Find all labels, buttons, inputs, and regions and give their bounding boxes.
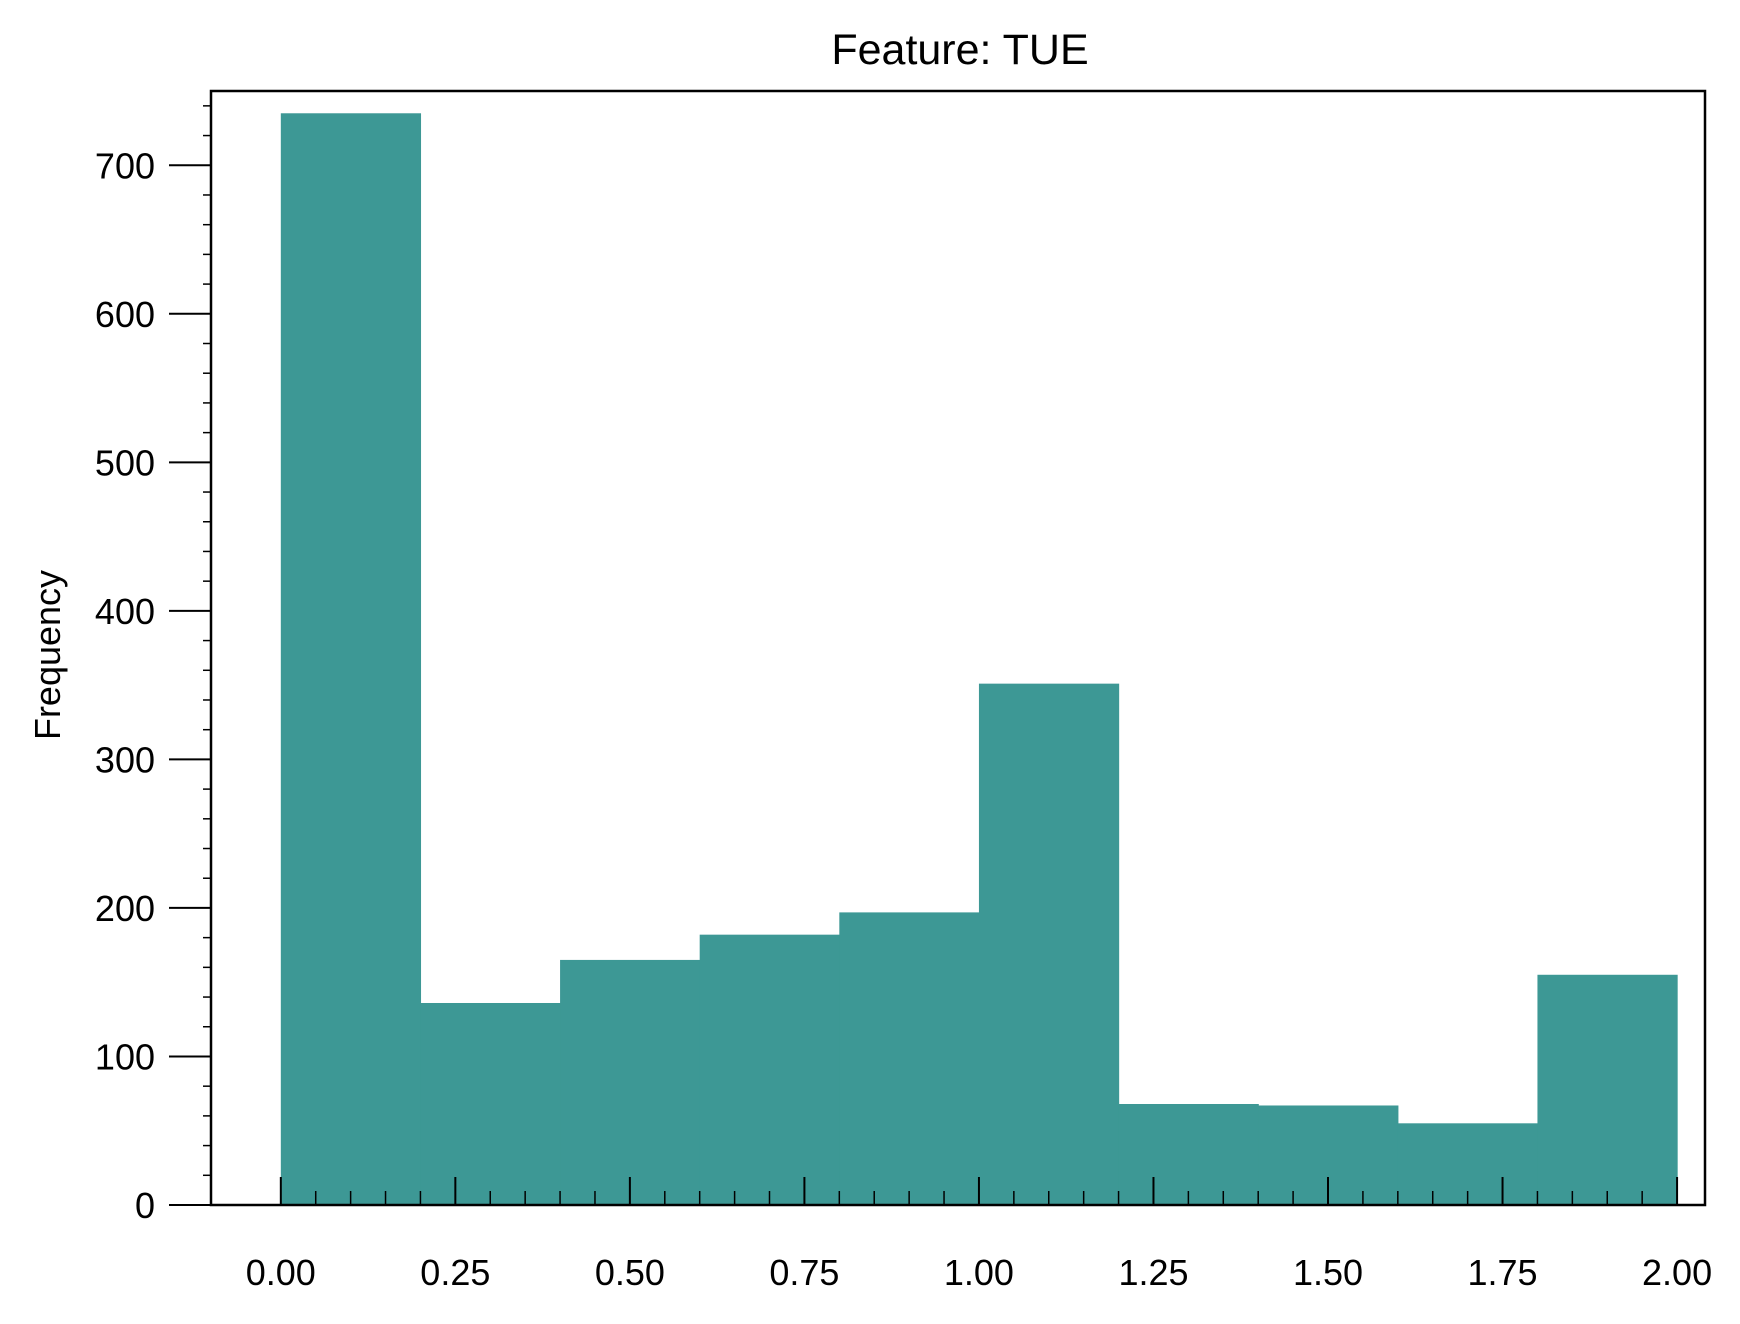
x-tick-label: 0.25 xyxy=(420,1252,490,1293)
x-tick-label: 1.75 xyxy=(1468,1252,1538,1293)
histogram-bar-0 xyxy=(280,113,422,1205)
y-tick-label: 0 xyxy=(135,1185,155,1226)
y-tick-label: 300 xyxy=(95,739,155,780)
histogram-bar-9 xyxy=(1537,974,1678,1205)
y-tick-label: 700 xyxy=(95,145,155,186)
histogram-bar-2 xyxy=(560,959,701,1205)
y-tick-label: 400 xyxy=(95,591,155,632)
ticks-layer: 0.00 0.25 0.50 0.75 1.00 1.25 1.50 1.75 2.00 0 100… xyxy=(95,105,1712,1293)
y-tick-label: 500 xyxy=(95,442,155,483)
histogram-bar-5 xyxy=(978,683,1120,1205)
x-tick-label: 1.25 xyxy=(1118,1252,1188,1293)
histogram-bar-6 xyxy=(1118,1103,1259,1205)
x-tick-label: 0.75 xyxy=(769,1252,839,1293)
histogram-bar-4 xyxy=(839,912,980,1205)
y-tick-label: 200 xyxy=(95,888,155,929)
x-tick-label: 0.50 xyxy=(595,1252,665,1293)
x-tick-label: 1.00 xyxy=(944,1252,1014,1293)
y-tick-label: 600 xyxy=(95,294,155,335)
y-axis-label: Frequency xyxy=(27,570,68,740)
x-tick-label: 1.50 xyxy=(1293,1252,1363,1293)
plot-frame xyxy=(209,89,1707,1207)
y-tick-label: 100 xyxy=(95,1036,155,1077)
histogram-bar-1 xyxy=(420,1002,561,1205)
chart-title: Feature: TUE xyxy=(831,26,1088,74)
x-tick-label: 0.00 xyxy=(246,1252,316,1293)
bars-layer xyxy=(280,113,1678,1205)
histogram-bar-3 xyxy=(699,934,840,1205)
x-tick-label: 2.00 xyxy=(1642,1252,1712,1293)
